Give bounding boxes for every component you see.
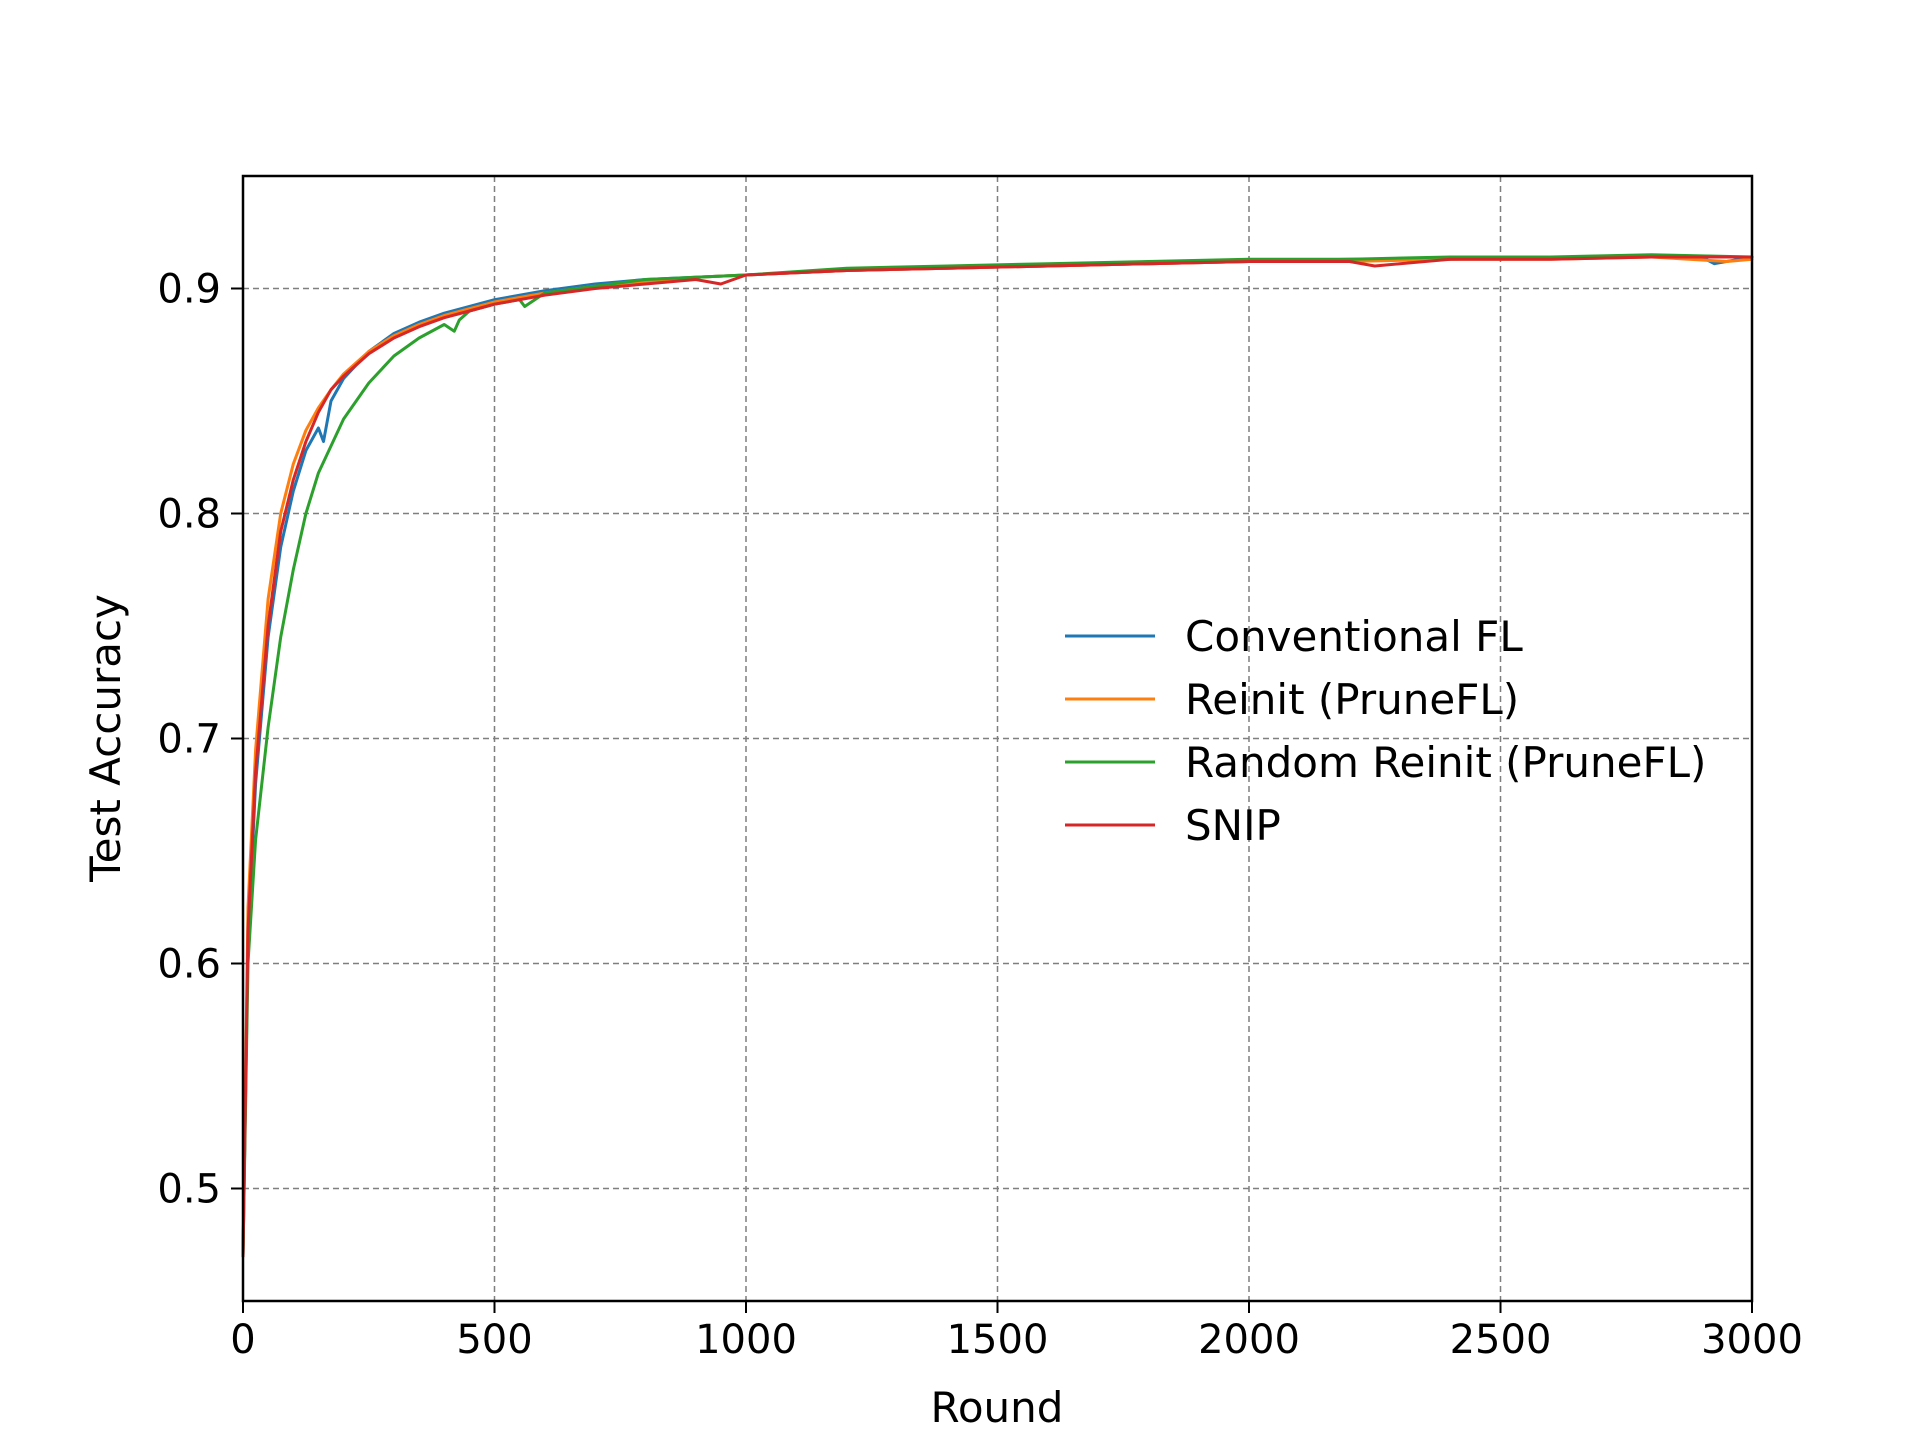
y-tick-label: 0.8 xyxy=(157,492,221,538)
axis-ticks: 0 500 1000 1500 2000 2500 3000 0.5 0.6 0.7 0.8 0.9 xyxy=(157,267,1803,1364)
x-tick-label: 1500 xyxy=(947,1317,1049,1363)
x-tick-label: 0 xyxy=(230,1317,255,1363)
legend-label-random-reinit-prunefl: Random Reinit (PruneFL) xyxy=(1185,738,1706,787)
grid xyxy=(243,176,1752,1301)
y-tick-label: 0.7 xyxy=(157,717,221,763)
legend-label-conventional-fl: Conventional FL xyxy=(1185,612,1523,661)
series-line-snip xyxy=(241,255,1754,1258)
x-tick-label: 1000 xyxy=(695,1317,797,1363)
series-lines xyxy=(241,253,1754,1258)
legend-label-snip: SNIP xyxy=(1185,801,1281,850)
y-tick-label: 0.6 xyxy=(157,942,221,988)
legend: Conventional FL Reinit (PruneFL) Random Re… xyxy=(1065,612,1706,850)
x-tick-label: 3000 xyxy=(1701,1317,1803,1363)
y-tick-label: 0.9 xyxy=(157,267,221,313)
legend-label-reinit-prunefl: Reinit (PruneFL) xyxy=(1185,675,1519,724)
x-tick-label: 2000 xyxy=(1198,1317,1300,1363)
x-axis-label: Round xyxy=(931,1383,1064,1432)
y-tick-label: 0.5 xyxy=(157,1167,221,1213)
x-tick-label: 2500 xyxy=(1450,1317,1552,1363)
x-tick-label: 500 xyxy=(456,1317,532,1363)
y-axis-label: Test Accuracy xyxy=(81,594,130,883)
